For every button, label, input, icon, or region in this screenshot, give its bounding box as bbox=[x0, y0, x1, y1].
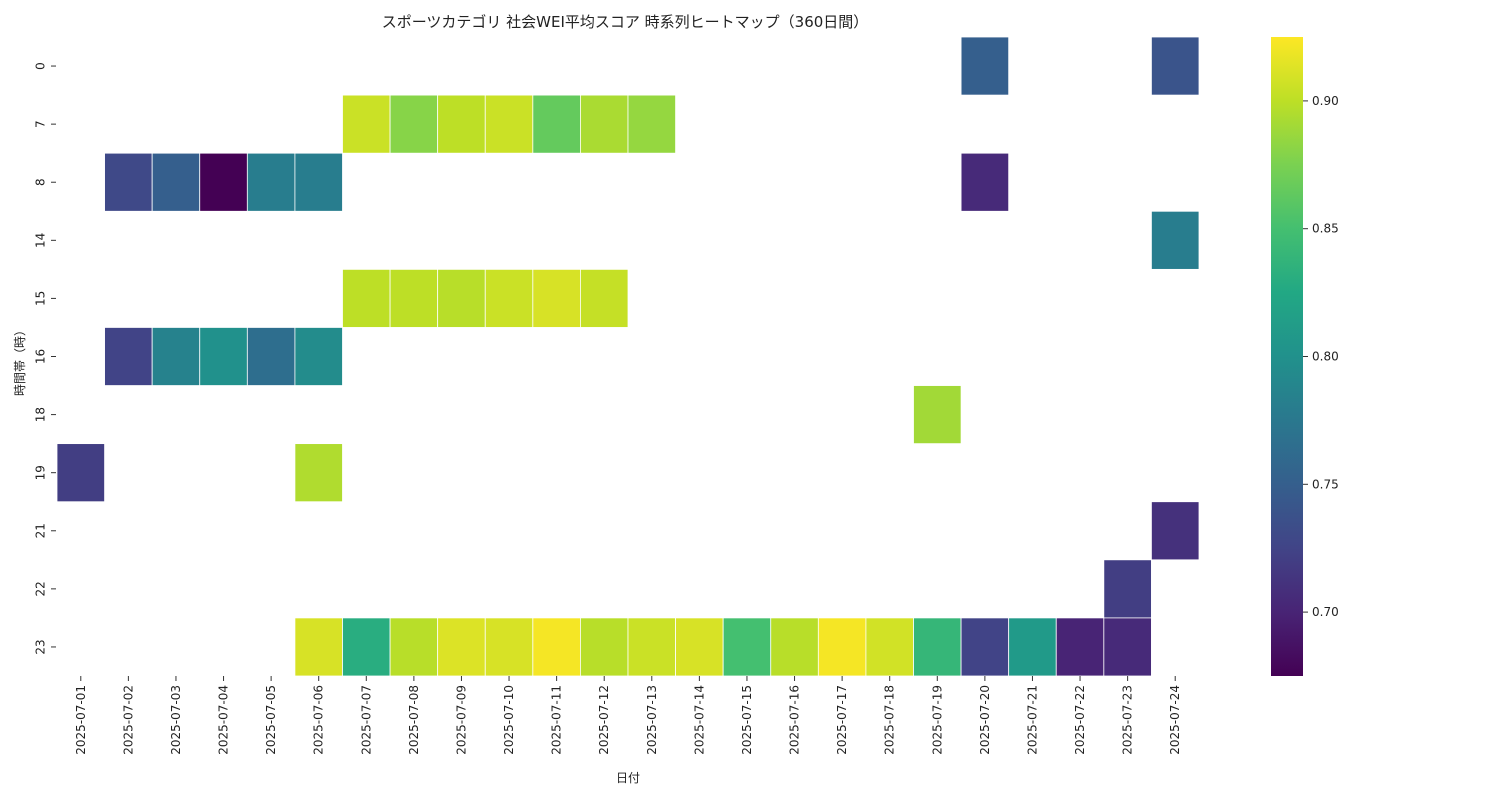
heatmap-cell bbox=[437, 94, 486, 154]
heatmap-cell bbox=[770, 617, 819, 677]
heatmap-cell bbox=[960, 36, 1010, 96]
x-tick-label: 2025-07-18 bbox=[883, 685, 897, 755]
x-tick-label: 2025-07-12 bbox=[597, 685, 611, 755]
heatmap-cell bbox=[151, 152, 201, 212]
heatmap-cell bbox=[437, 617, 486, 677]
x-tick-label: 2025-07-05 bbox=[264, 685, 278, 755]
heatmap-cell bbox=[199, 327, 248, 386]
x-tick-label: 2025-07-06 bbox=[312, 685, 326, 755]
heatmap-cell bbox=[913, 617, 962, 677]
heatmap-cell bbox=[580, 94, 629, 154]
heatmap-cell bbox=[294, 617, 343, 677]
heatmap-cell bbox=[1008, 617, 1057, 677]
x-axis-ticks: 2025-07-01 2025-07-02 2025-07-03 2025-07-04… bbox=[74, 676, 1182, 755]
heatmap-cell bbox=[722, 617, 772, 677]
x-tick-label: 2025-07-15 bbox=[740, 685, 754, 755]
heatmap-cell bbox=[580, 617, 629, 677]
heatmap-cell bbox=[627, 94, 676, 154]
heatmap-cells bbox=[56, 36, 1200, 677]
x-tick-label: 2025-07-21 bbox=[1025, 685, 1039, 755]
y-tick-label: 0 bbox=[34, 62, 48, 70]
heatmap-cell bbox=[532, 617, 581, 677]
heatmap-cell bbox=[389, 268, 439, 328]
heatmap-cell bbox=[151, 327, 201, 386]
y-tick-label: 18 bbox=[34, 407, 48, 422]
colorbar-tick-label: 0.80 bbox=[1312, 350, 1339, 364]
heatmap-cell bbox=[389, 94, 439, 154]
heatmap-cell bbox=[246, 152, 296, 212]
heatmap-cell bbox=[913, 385, 962, 445]
y-tick-label: 16 bbox=[34, 349, 48, 364]
x-tick-label: 2025-07-07 bbox=[359, 685, 373, 755]
x-tick-label: 2025-07-03 bbox=[169, 685, 183, 755]
heatmap-cell bbox=[294, 327, 343, 386]
heatmap-cell bbox=[389, 617, 439, 677]
y-tick-label: 7 bbox=[34, 120, 48, 128]
heatmap-cell bbox=[104, 152, 153, 212]
x-tick-label: 2025-07-19 bbox=[930, 685, 944, 755]
heatmap-cell bbox=[437, 268, 486, 328]
heatmap-cell bbox=[1103, 559, 1152, 619]
chart-title: スポーツカテゴリ 社会WEI平均スコア 時系列ヒートマップ（360日間） bbox=[382, 13, 869, 31]
y-tick-label: 23 bbox=[34, 639, 48, 654]
y-tick-label: 14 bbox=[34, 233, 48, 248]
heatmap-cell bbox=[484, 268, 534, 328]
colorbar-ticks: 0.70 0.75 0.80 0.85 0.90 bbox=[1303, 94, 1339, 619]
x-tick-label: 2025-07-13 bbox=[645, 685, 659, 755]
heatmap-cell bbox=[1055, 617, 1105, 677]
heatmap-cell bbox=[627, 617, 676, 677]
heatmap-cell bbox=[532, 268, 581, 328]
heatmap-cell bbox=[342, 268, 391, 328]
y-tick-label: 19 bbox=[34, 465, 48, 480]
heatmap-cell bbox=[294, 152, 343, 212]
colorbar-tick-label: 0.75 bbox=[1312, 477, 1339, 491]
heatmap-cell bbox=[960, 617, 1010, 677]
heatmap-cell bbox=[342, 617, 391, 677]
y-tick-label: 22 bbox=[34, 581, 48, 596]
heatmap-cell bbox=[1151, 36, 1200, 96]
x-tick-label: 2025-07-02 bbox=[121, 685, 135, 755]
x-tick-label: 2025-07-24 bbox=[1168, 685, 1182, 755]
heatmap-cell bbox=[865, 617, 914, 677]
colorbar-tick-label: 0.90 bbox=[1312, 94, 1339, 108]
heatmap-cell bbox=[532, 94, 581, 154]
heatmap-cell bbox=[484, 94, 534, 154]
heatmap-cell bbox=[246, 327, 296, 386]
y-axis-label: 時間帯（時） bbox=[13, 324, 27, 396]
x-tick-label: 2025-07-04 bbox=[217, 685, 231, 755]
x-tick-label: 2025-07-22 bbox=[1073, 685, 1087, 755]
heatmap-cell bbox=[199, 152, 248, 212]
x-tick-label: 2025-07-23 bbox=[1121, 685, 1135, 755]
heatmap-cell bbox=[1151, 210, 1200, 270]
y-tick-label: 8 bbox=[34, 178, 48, 186]
heatmap-cell bbox=[1151, 501, 1200, 561]
colorbar-tick-label: 0.85 bbox=[1312, 222, 1339, 236]
x-tick-label: 2025-07-11 bbox=[550, 685, 564, 755]
x-tick-label: 2025-07-14 bbox=[692, 685, 706, 755]
y-axis-ticks: 0 7 8 14 15 16 18 19 21 22 23 bbox=[34, 62, 56, 655]
heatmap-cell bbox=[960, 152, 1010, 212]
colorbar bbox=[1271, 37, 1303, 676]
heatmap-cell bbox=[675, 617, 724, 677]
x-tick-label: 2025-07-20 bbox=[978, 685, 992, 755]
heatmap-cell bbox=[294, 443, 343, 503]
heatmap-cell bbox=[104, 327, 153, 386]
y-tick-label: 21 bbox=[34, 523, 48, 538]
heatmap-cell bbox=[342, 94, 391, 154]
colorbar-tick-label: 0.70 bbox=[1312, 605, 1339, 619]
x-tick-label: 2025-07-10 bbox=[502, 685, 516, 755]
heatmap-cell bbox=[817, 617, 867, 677]
heatmap-cell bbox=[1103, 617, 1152, 677]
x-axis-label: 日付 bbox=[616, 771, 640, 785]
heatmap-cell bbox=[484, 617, 534, 677]
heatmap-cell bbox=[56, 443, 105, 503]
x-tick-label: 2025-07-09 bbox=[454, 685, 468, 755]
heatmap-cell bbox=[580, 268, 629, 328]
x-tick-label: 2025-07-17 bbox=[835, 685, 849, 755]
x-tick-label: 2025-07-01 bbox=[74, 685, 88, 755]
x-tick-label: 2025-07-16 bbox=[788, 685, 802, 755]
x-tick-label: 2025-07-08 bbox=[407, 685, 421, 755]
y-tick-label: 15 bbox=[34, 291, 48, 306]
